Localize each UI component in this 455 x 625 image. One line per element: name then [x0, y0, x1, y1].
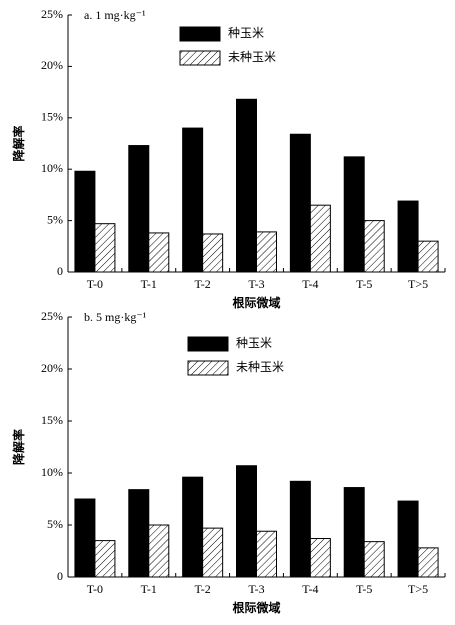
x-tick-label: T>5: [408, 277, 428, 291]
x-tick-label: T-3: [248, 277, 264, 291]
y-tick-label: 20%: [41, 361, 63, 375]
x-tick-label: T-0: [87, 582, 103, 596]
bar: [343, 487, 365, 578]
y-tick-label: 5%: [47, 212, 63, 226]
bar: [182, 476, 204, 578]
legend-swatch: [179, 50, 221, 66]
bar: [397, 500, 419, 578]
bar: [182, 127, 204, 273]
y-tick-label: 25%: [41, 309, 63, 323]
bar: [128, 489, 150, 578]
y-tick-label: 15%: [41, 413, 63, 427]
bar: [256, 530, 277, 578]
x-tick-label: T-5: [356, 277, 372, 291]
bar: [289, 133, 311, 273]
y-axis-label: 降解率: [11, 125, 26, 161]
bar: [202, 527, 224, 578]
x-tick-label: T-0: [87, 277, 103, 291]
bar: [74, 498, 96, 578]
bar: [309, 538, 331, 578]
legend-label: 未种玉米: [228, 50, 276, 64]
bar: [309, 204, 331, 273]
bar: [202, 233, 224, 273]
y-tick-label: 0: [57, 569, 63, 583]
bar: [148, 524, 170, 578]
legend-swatch: [179, 26, 221, 42]
chart-title: b. 5 mg·kg⁻¹: [84, 310, 147, 324]
x-axis-label: 根际微域: [232, 295, 280, 310]
x-tick-label: T-2: [195, 277, 211, 291]
y-tick-label: 15%: [41, 110, 63, 124]
bar: [148, 232, 170, 273]
bar: [236, 98, 257, 273]
bar: [417, 240, 439, 273]
legend-swatch: [187, 360, 229, 376]
y-tick-label: 5%: [47, 517, 63, 531]
x-tick-label: T-2: [195, 582, 211, 596]
bar: [94, 540, 116, 578]
legend-label: 未种玉米: [236, 360, 284, 374]
bar: [289, 480, 311, 578]
bar: [256, 231, 277, 273]
x-tick-label: T-1: [141, 582, 157, 596]
y-tick-label: 0: [57, 264, 63, 278]
legend-label: 种玉米: [236, 336, 272, 350]
bar: [397, 200, 419, 273]
legend-swatch: [187, 336, 229, 352]
bar: [363, 541, 385, 578]
bar: [128, 145, 150, 273]
x-tick-label: T-4: [302, 277, 318, 291]
x-tick-label: T>5: [408, 582, 428, 596]
y-axis-label: 降解率: [11, 429, 26, 465]
x-tick-label: T-3: [248, 582, 264, 596]
x-tick-label: T-5: [356, 582, 372, 596]
y-tick-label: 25%: [41, 7, 63, 21]
legend-label: 种玉米: [228, 26, 264, 40]
bar: [343, 156, 365, 273]
chart-title: a. 1 mg·kg⁻¹: [84, 8, 146, 22]
bar: [236, 465, 257, 578]
x-tick-label: T-1: [141, 277, 157, 291]
y-tick-label: 20%: [41, 58, 63, 72]
bar: [363, 220, 385, 273]
x-tick-label: T-4: [302, 582, 318, 596]
y-tick-label: 10%: [41, 161, 63, 175]
bar: [74, 170, 96, 273]
bar: [417, 547, 439, 578]
x-axis-label: 根际微域: [232, 600, 280, 615]
y-tick-label: 10%: [41, 465, 63, 479]
bar: [94, 223, 116, 273]
